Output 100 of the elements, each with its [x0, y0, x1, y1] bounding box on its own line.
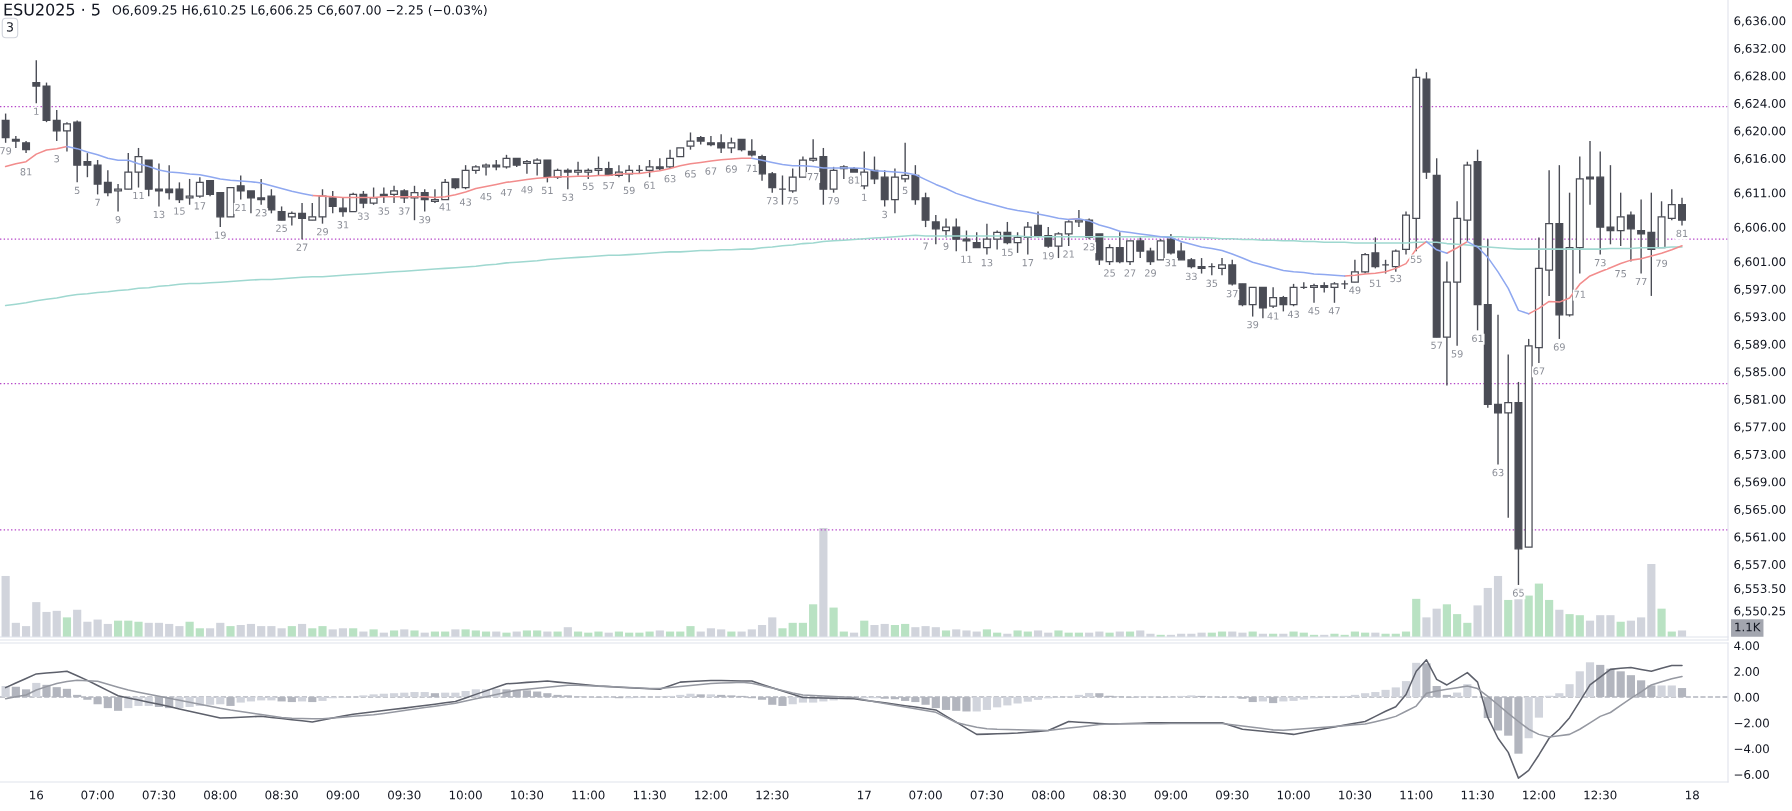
text: 15: [174, 207, 185, 215]
text: 73: [1594, 258, 1606, 267]
chart-title: ESU2025 · 5: [4, 3, 100, 16]
text: 45: [1308, 307, 1320, 315]
x-tick-label: 08:00: [204, 790, 237, 800]
x-tick-label: 10:30: [511, 790, 544, 800]
text: 39: [419, 215, 431, 224]
text: 65: [684, 170, 696, 178]
y-tick-label: 6,636.00: [1734, 16, 1786, 27]
text: 11: [133, 191, 144, 200]
x-tick-label: 10:00: [1277, 790, 1310, 800]
text: 53: [1390, 274, 1402, 283]
text: 33: [357, 212, 369, 220]
text: 51: [1369, 279, 1381, 287]
y-tick-label: 6,565.00: [1734, 504, 1786, 516]
text: 3: [882, 210, 888, 219]
x-tick-label: 12:00: [1523, 790, 1556, 800]
text: 49: [1349, 286, 1361, 294]
y-tick-label: 6,589.00: [1734, 339, 1786, 350]
text: 51: [541, 186, 553, 195]
text: 81: [848, 176, 860, 184]
text: 5: [74, 186, 80, 195]
x-tick-label: 10:30: [1339, 790, 1372, 800]
text: 35: [378, 207, 390, 215]
y-tick-label: 6,581.00: [1734, 394, 1786, 405]
text: 81: [20, 168, 32, 176]
text: 1.1K: [1735, 622, 1761, 632]
x-tick-label: 10:00: [449, 790, 482, 800]
text: 59: [623, 186, 635, 195]
text: 77: [807, 173, 819, 181]
y-tick-label: 6,616.00: [1734, 154, 1786, 165]
text: 79: [1656, 259, 1668, 267]
text: 13: [981, 258, 993, 267]
text: 47: [500, 188, 512, 196]
text: 63: [1492, 468, 1504, 477]
y-tick-label: 6,611.00: [1734, 188, 1786, 199]
x-tick-label: 12:00: [695, 790, 728, 800]
text: 7: [923, 242, 928, 250]
text: 15: [1002, 248, 1013, 256]
text: 73: [766, 197, 778, 205]
text: 9: [943, 242, 949, 250]
y-tick-label: 6,620.00: [1734, 126, 1786, 137]
text: 71: [1574, 290, 1586, 298]
x-tick-label: 09:00: [1154, 790, 1188, 800]
y-tick-label: 0.00: [1734, 692, 1760, 702]
text: 33: [1185, 272, 1197, 281]
text: 53: [562, 193, 574, 201]
y-tick-label: −4.00: [1734, 744, 1769, 754]
text: 75: [787, 197, 799, 205]
y-tick-label: 6,569.00: [1734, 477, 1786, 488]
text: 43: [1287, 310, 1299, 318]
y-tick-label: 6,573.00: [1734, 449, 1786, 461]
text: 23: [255, 209, 267, 217]
text: 41: [1267, 312, 1279, 320]
y-tick-label: 2.00: [1734, 667, 1760, 676]
x-tick-label: 08:00: [1032, 790, 1065, 800]
text: 55: [582, 182, 594, 190]
text: 41: [439, 203, 451, 211]
text: 7: [95, 198, 100, 206]
text: 79: [0, 147, 12, 155]
text: 71: [746, 164, 758, 172]
x-tick-label: 18: [1686, 790, 1699, 800]
y-tick-label: 6,601.00: [1734, 257, 1786, 268]
x-tick-label: 11:00: [1400, 790, 1433, 800]
y-tick-label: 6,624.00: [1734, 98, 1786, 110]
text: 25: [276, 224, 287, 232]
x-tick-label: 09:30: [388, 790, 421, 800]
y-tick-label: 6,606.00: [1734, 222, 1786, 233]
y-tick-label: 6,632.00: [1734, 43, 1786, 55]
x-tick-label: 07:30: [142, 790, 176, 800]
x-tick-label: 11:30: [1461, 790, 1494, 800]
text: 1: [34, 107, 39, 115]
annotation: 3: [54, 155, 60, 163]
text: 19: [215, 231, 226, 239]
x-tick-label: 11:00: [572, 790, 605, 800]
text: 65: [1512, 589, 1524, 597]
text: 39: [1247, 320, 1259, 329]
text: 37: [398, 207, 410, 215]
chart-subtitle: O6,609.25 H6,610.25 L6,606.25 C6,607.00 −2.25 (−0.03%): [112, 4, 487, 17]
x-tick-label: 09:00: [326, 790, 360, 800]
text: 9: [115, 215, 121, 224]
text: 61: [644, 181, 655, 189]
x-tick-label: 17: [858, 790, 871, 800]
text: 35: [1206, 279, 1218, 287]
y-tick-label: 6,561.00: [1734, 532, 1786, 543]
x-tick-label: 07:00: [81, 790, 114, 800]
text: 21: [1063, 250, 1074, 258]
y-tick-label: −2.00: [1734, 718, 1769, 728]
text: 21: [235, 203, 247, 212]
text: 19: [1043, 252, 1054, 260]
text: 69: [1553, 343, 1565, 351]
text: 17: [1022, 259, 1034, 267]
x-tick-label: 11:30: [633, 790, 666, 800]
text: 23: [1083, 243, 1095, 251]
text: 31: [337, 221, 349, 229]
x-tick-label: 08:30: [265, 790, 298, 800]
y-tick-label: 6,550.25: [1734, 606, 1786, 617]
text: 59: [1451, 350, 1463, 358]
text: 43: [459, 198, 472, 206]
text: 27: [296, 243, 308, 251]
